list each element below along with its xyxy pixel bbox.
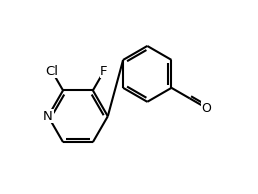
Circle shape bbox=[99, 66, 109, 77]
Text: N: N bbox=[43, 110, 53, 123]
Text: F: F bbox=[100, 65, 108, 78]
Circle shape bbox=[46, 65, 58, 77]
Circle shape bbox=[201, 103, 212, 113]
Circle shape bbox=[42, 110, 54, 122]
Text: Cl: Cl bbox=[45, 65, 59, 78]
Text: O: O bbox=[201, 102, 212, 115]
